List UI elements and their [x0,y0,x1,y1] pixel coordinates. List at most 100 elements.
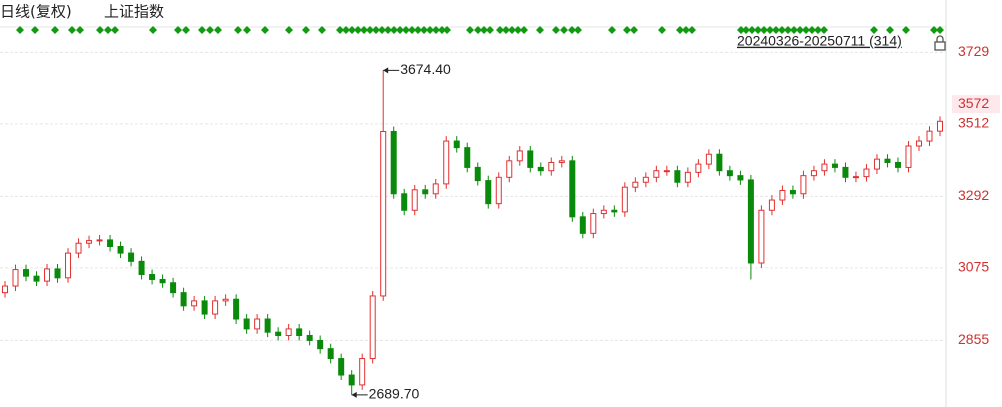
candle-body [128,252,135,262]
signal-diamond [480,26,488,34]
candle-body [327,348,334,360]
candle-body [390,130,397,195]
annotation-label: 2689.70 [369,386,420,402]
signal-diamond [31,26,39,34]
signal-diamond [552,26,560,34]
signal-diamond [560,26,568,34]
signal-diamond [536,26,544,34]
signal-diamond [502,26,510,34]
candle-body [831,163,838,168]
candle-body [600,209,607,215]
signal-diamond [930,26,938,34]
signal-diamond [206,26,214,34]
signal-diamond [354,26,362,34]
signal-diamond [748,26,756,34]
signal-diamond [214,26,222,34]
candle-body [243,318,250,330]
signal-diamond [766,26,774,34]
signal-diamond [149,26,157,34]
candle-body [642,176,649,183]
signal-diamond [348,26,356,34]
candle-body [894,161,901,168]
candle-body [23,269,30,277]
range-label: 20240326-20250711 (314) [737,33,902,49]
signal-diamond [608,26,616,34]
signal-diamond [111,26,119,34]
candle-body [937,120,943,132]
candle-body [873,158,880,170]
signal-diamond [754,26,762,34]
signal-diamond [658,26,666,34]
signal-diamond [390,26,398,34]
candle-body [716,153,723,172]
y-tick-label: 3075 [958,259,989,275]
candle-body [180,292,187,307]
candle-body [401,193,408,211]
candle-body [359,358,366,386]
signal-diamond [802,26,810,34]
candle-body [674,170,681,183]
signal-diamond [384,26,392,34]
candle-body [191,300,198,307]
candle-body [695,163,702,173]
price-marker-label: 3572 [958,95,989,111]
signal-diamond [104,26,112,34]
signal-diamond [360,26,368,34]
candle-body [663,170,670,173]
candle-body [527,150,534,168]
signal-diamond [820,26,828,34]
candle-body [54,268,61,279]
candle-body [159,278,166,284]
y-tick-label: 3292 [958,187,989,203]
annotation-arrowhead [351,391,357,398]
annotation-arrowhead [383,67,389,74]
candle-body [548,161,555,172]
candle-body [758,209,765,264]
candle-body [233,298,240,320]
candle-body [516,150,523,162]
signal-diamond [630,26,638,34]
signal-diamond [16,26,24,34]
candle-body [201,300,208,315]
signal-diamond [302,26,310,34]
signal-diamond [366,26,374,34]
candle-body [254,318,261,330]
candle-body [443,140,450,185]
candle-body [117,246,124,254]
signal-diamond [466,26,474,34]
signal-diamond [443,26,451,34]
candle-body [485,180,492,205]
candle-body [506,160,513,178]
signal-diamond [814,26,822,34]
signal-diamond [396,26,404,34]
candle-body [432,183,439,195]
candle-body [306,334,313,341]
signal-diamond [402,26,410,34]
candle-body [96,239,103,242]
candle-body [632,181,639,188]
signal-diamond [68,26,76,34]
candle-body [422,189,429,195]
candle-body [779,189,786,201]
chart-title: 日线(复权) [0,3,72,21]
candle-body [411,189,418,211]
candle-body [653,170,660,178]
candle-body [296,328,303,336]
signal-diamond [234,26,242,34]
candle-body [800,175,807,195]
candle-body [726,170,733,177]
candle-body [863,168,870,178]
candle-body [44,268,51,282]
candle-body [285,328,292,336]
candle-body [170,282,177,294]
signal-diamond [420,26,428,34]
signal-diamond [568,26,576,34]
signal-diamond [408,26,416,34]
signal-diamond [496,26,504,34]
signal-diamond [198,26,206,34]
candle-body [149,274,156,280]
candle-body [12,269,19,287]
lock-icon [934,35,946,51]
candle-body [789,189,796,195]
signal-diamond [318,26,326,34]
